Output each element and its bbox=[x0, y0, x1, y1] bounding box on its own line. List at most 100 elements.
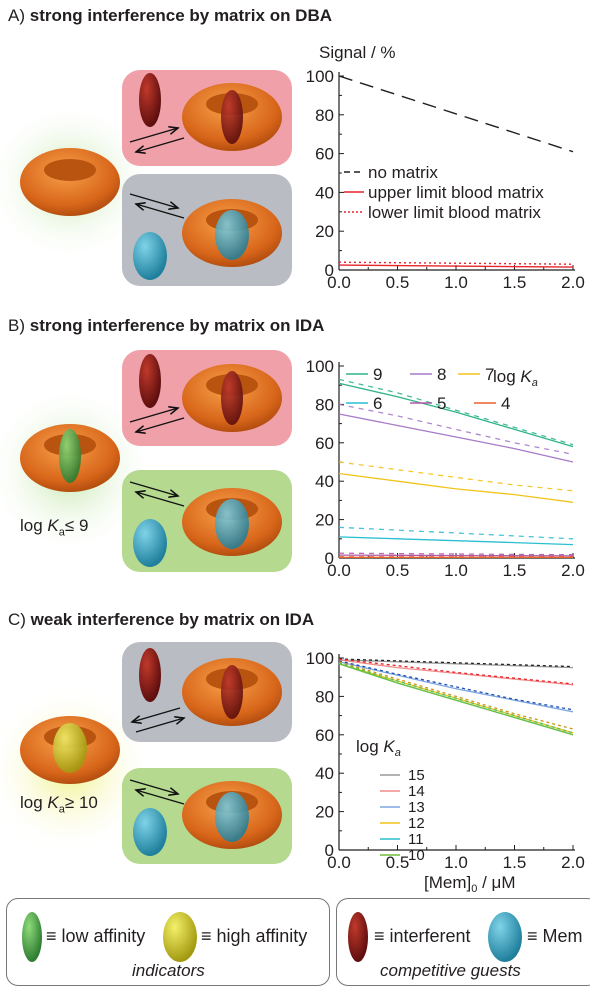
chart-c-dashed-line-13 bbox=[338, 660, 574, 711]
chart-a-xtick-label: 0.0 bbox=[327, 273, 351, 292]
chart-b-legend-label-9: 9 bbox=[373, 365, 382, 384]
chart-b-solid-line-7 bbox=[338, 472, 574, 503]
chart-b-solid-line-5 bbox=[338, 554, 574, 557]
chart-c-dashed-line-12 bbox=[338, 661, 574, 730]
guests-legend-box bbox=[336, 898, 590, 986]
chart-b-ytick-label: 60 bbox=[315, 434, 334, 453]
interferent-label: ≡ interferent bbox=[374, 926, 471, 946]
chart-b-xtick-label: 0.0 bbox=[327, 561, 351, 580]
chart-c-xtick-label: 0.0 bbox=[327, 853, 351, 872]
chart-b-axes: 0 20 40 60 80 100 0.0 0.5 1.0 1.5 2.0 bbox=[306, 357, 585, 580]
chart-b-solid-line-6 bbox=[338, 536, 574, 546]
panel-b-prefix: B) bbox=[8, 316, 30, 335]
host-mem-complex-c bbox=[182, 781, 282, 849]
chart-c-ytick-label: 0 bbox=[325, 841, 334, 860]
chart-a-legend-label-2: lower limit blood matrix bbox=[368, 203, 541, 222]
logka-b-suffix: ≤ 9 bbox=[64, 516, 89, 535]
indicators-legend-box bbox=[6, 898, 330, 986]
chart-a-ytick-label: 0 bbox=[325, 261, 334, 280]
chart-b-xtick-label: 2.0 bbox=[561, 561, 585, 580]
panel-c-title: C) weak interference by matrix on IDA bbox=[8, 610, 314, 630]
low-affinity-indicator-icon bbox=[22, 912, 42, 962]
host-indicator-complex-c bbox=[20, 716, 120, 784]
mem-label: ≡ Mem bbox=[527, 926, 583, 946]
chart-a-xtick-label: 2.0 bbox=[561, 273, 585, 292]
logka-c-sub: a bbox=[58, 803, 65, 816]
host-interferent-complex-a bbox=[182, 83, 282, 151]
equilibrium-arrows-a1 bbox=[129, 128, 185, 152]
logka-c-suffix: ≥ 10 bbox=[64, 793, 98, 812]
panel-a-title: A) strong interference by matrix on DBA bbox=[8, 6, 332, 26]
chart-b-legend-label-8: 8 bbox=[437, 365, 446, 384]
chart-b-legend-label-5: 5 bbox=[437, 394, 446, 413]
chart-c-ytick-label: 60 bbox=[315, 726, 334, 745]
chart-c-legend-label-10: 10 bbox=[408, 847, 425, 864]
chart-b-dashed-line-6 bbox=[338, 526, 574, 540]
chart-a-series-line-1 bbox=[338, 264, 574, 268]
chart-c-ytick-label: 40 bbox=[315, 764, 334, 783]
chart-b-legend-label-7: 7 bbox=[485, 365, 494, 384]
chart-c-xtick-label: 1.0 bbox=[444, 853, 468, 872]
host-mem-complex-b bbox=[182, 488, 282, 556]
chart-a-axes: 0 20 40 60 80 100 0.0 0.5 1.0 1.5 2.0 bbox=[306, 67, 585, 292]
panel-c-prefix: C) bbox=[8, 610, 31, 629]
chart-b-legend-label-6: 6 bbox=[373, 394, 382, 413]
chart-a-xtick-label: 1.5 bbox=[503, 273, 527, 292]
indicators-caption: indicators bbox=[132, 961, 205, 980]
chart-b-legend-title: log Ka bbox=[493, 367, 538, 389]
chart-c-solid-line-14 bbox=[338, 659, 574, 686]
chart-c-ytick-label: 100 bbox=[306, 649, 334, 668]
chart-c-legend-label-15: 15 bbox=[408, 767, 425, 784]
chart-a-series-line-2 bbox=[338, 261, 574, 265]
mem-free-b bbox=[133, 519, 167, 567]
chart-a-xtick-label: 1.0 bbox=[444, 273, 468, 292]
mem-icon bbox=[488, 912, 522, 962]
chart-c-solid-line-15 bbox=[338, 659, 574, 669]
chart-b-ytick-label: 20 bbox=[315, 511, 334, 530]
logka-c-prefix: log bbox=[20, 793, 48, 812]
chart-a-ytick-label: 80 bbox=[315, 106, 334, 125]
chart-b-xtick-label: 0.5 bbox=[386, 561, 410, 580]
chart-a-ytick-label: 60 bbox=[315, 145, 334, 164]
chart-c-ytick-label: 20 bbox=[315, 803, 334, 822]
logka-b-prefix: log bbox=[20, 516, 48, 535]
panel-a-heading: strong interference by matrix on DBA bbox=[29, 6, 333, 25]
equilibrium-arrows-b2 bbox=[129, 481, 185, 507]
chart-c-solid-line-13 bbox=[338, 661, 574, 713]
chart-b-ytick-label: 100 bbox=[306, 357, 334, 376]
interferent-icon bbox=[348, 912, 368, 962]
chart-a-ytick-label: 40 bbox=[315, 183, 334, 202]
chart-c-legend-label-13: 13 bbox=[408, 799, 425, 816]
low-affinity-label: ≡ low affinity bbox=[46, 926, 146, 946]
host-interferent-complex-b bbox=[182, 364, 282, 432]
chart-b-dashed-line-7 bbox=[338, 461, 574, 492]
chart-c-ytick-label: 80 bbox=[315, 687, 334, 706]
chart-c-xlabel: [Mem]0 / μM bbox=[424, 873, 516, 895]
high-affinity-label: ≡ high affinity bbox=[201, 926, 308, 946]
chart-b-ytick-label: 80 bbox=[315, 395, 334, 414]
chart-b-xtick-label: 1.0 bbox=[444, 561, 468, 580]
host-indicator-complex-b bbox=[20, 424, 120, 492]
chart-a-ytick-label: 100 bbox=[306, 67, 334, 86]
panel-b-title: B) strong interference by matrix on IDA bbox=[8, 316, 324, 336]
chart-c-legend-label-14: 14 bbox=[408, 783, 425, 800]
chart-c-legend-title: log Ka bbox=[356, 737, 401, 759]
chart-b-solid-line-8 bbox=[338, 413, 574, 463]
chart-c-solid-line-10 bbox=[338, 663, 574, 736]
high-affinity-indicator-icon bbox=[163, 912, 197, 962]
chart-a-series-line-0 bbox=[338, 75, 574, 153]
panel-b-heading: strong interference by matrix on IDA bbox=[29, 316, 325, 335]
chart-a-ytick-label: 20 bbox=[315, 222, 334, 241]
mem-free-a bbox=[133, 232, 167, 280]
equilibrium-arrows-c1 bbox=[132, 707, 184, 733]
chart-b-solid-line-9 bbox=[338, 382, 574, 448]
chart-b-ytick-label: 0 bbox=[325, 549, 334, 568]
chart-c-legend-label-11: 11 bbox=[408, 831, 424, 848]
mem-free-c bbox=[133, 808, 167, 856]
chart-b-ytick-label: 40 bbox=[315, 472, 334, 491]
chart-b-dashed-line-9 bbox=[338, 378, 574, 446]
chart-c-dashed-line-15 bbox=[338, 658, 574, 668]
logka-b-sub: a bbox=[58, 526, 65, 539]
